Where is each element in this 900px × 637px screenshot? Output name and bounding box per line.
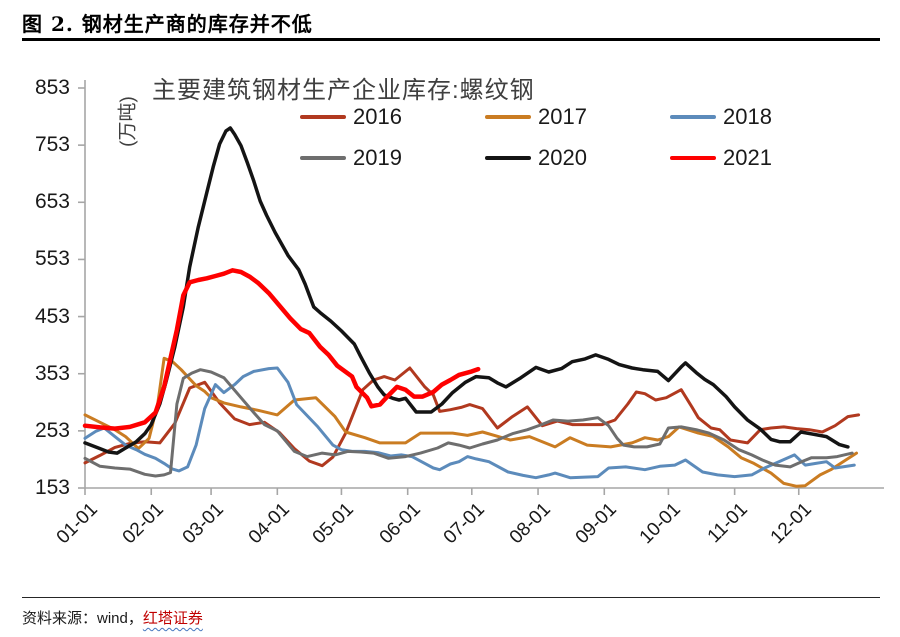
legend-swatch-icon [485,156,531,160]
y-tick-label: 453 [34,304,70,328]
legend-item-2019: 2019 [300,147,402,169]
source-brand: 红塔证券 [142,610,203,627]
series-line-2017 [83,356,858,488]
legend-swatch-icon [670,115,716,119]
figure-title: 图 2. 钢材生产商的库存并不低 [22,12,313,36]
series-line-2021 [82,268,481,431]
source-note: 资料来源：wind，红塔证券 [22,607,203,628]
y-tick-label: 753 [34,133,70,157]
legend-swatch-icon [485,115,531,119]
legend-label: 2021 [723,145,772,170]
y-tick-label: 553 [34,247,70,271]
legend-swatch-icon [300,115,346,119]
series-line-2019 [83,368,854,478]
legend-label: 2017 [538,104,587,129]
source-prefix: 资料来源：wind， [22,610,143,627]
legend-item-2021: 2021 [670,147,772,169]
legend-item-2018: 2018 [670,106,772,128]
legend-label: 2020 [538,145,587,170]
legend-label: 2016 [353,104,402,129]
y-tick-label: 853 [34,76,70,99]
legend-item-2020: 2020 [485,147,587,169]
chart-title: 主要建筑钢材生产企业库存:螺纹钢 [152,77,535,104]
legend-label: 2019 [353,145,402,170]
y-tick-label: 153 [34,476,70,499]
y-tick-label: 253 [34,418,70,442]
series-line-2016 [83,366,861,468]
series-line-2018 [83,366,856,480]
legend-label: 2018 [723,104,772,129]
y-tick-label: 653 [34,190,70,214]
legend-swatch-icon [670,156,716,160]
source-divider [22,597,880,598]
title-divider [22,38,880,41]
series-line-2020 [83,126,850,455]
legend-swatch-icon [300,156,346,160]
legend-item-2016: 2016 [300,106,402,128]
y-tick-label: 353 [34,361,70,385]
legend-item-2017: 2017 [485,106,587,128]
